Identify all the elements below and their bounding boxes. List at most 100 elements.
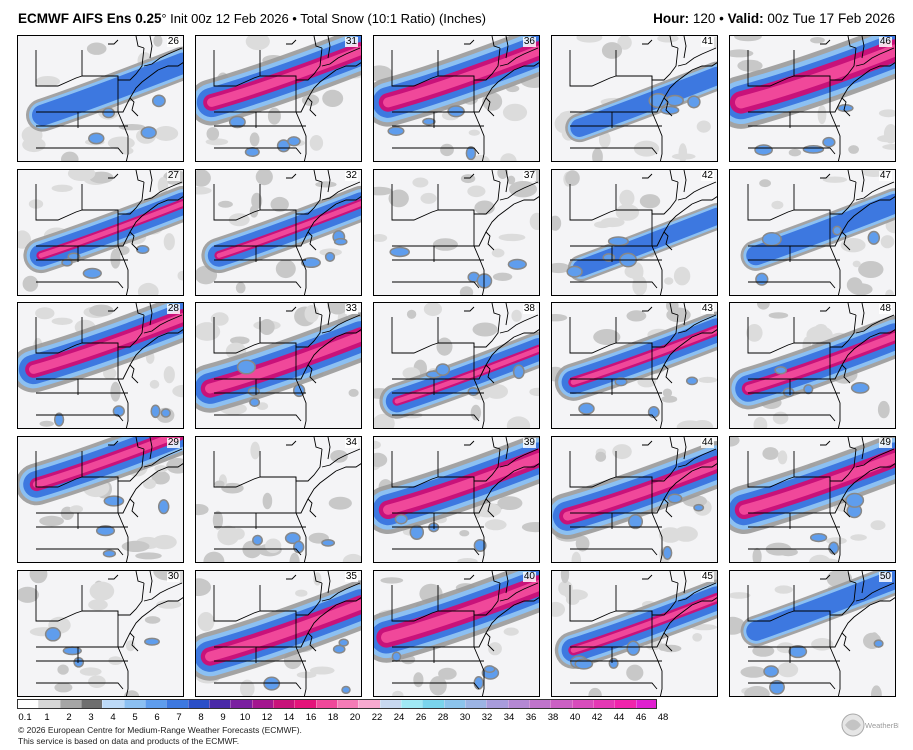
state-boundary (35, 451, 83, 488)
state-boundary (794, 315, 857, 348)
state-boundary (513, 195, 539, 205)
snow-cell (228, 115, 246, 129)
state-boundary (213, 584, 261, 622)
state-boundary (129, 231, 139, 251)
state-boundary (391, 584, 439, 622)
colorbar-segment (550, 699, 572, 709)
state-boundary (129, 498, 139, 518)
state-boundary (36, 281, 124, 288)
light-snow-patch (39, 515, 64, 527)
light-snow-patch (218, 200, 233, 208)
state-boundary (683, 303, 687, 326)
state-boundary (691, 596, 717, 606)
state-boundary (213, 183, 261, 221)
state-boundary (616, 315, 679, 348)
light-snow-patch (759, 178, 771, 187)
snowfall-contour (739, 452, 895, 515)
light-snow-patch (172, 385, 183, 398)
snow-cell (160, 408, 171, 419)
member-number: 30 (166, 570, 180, 582)
light-snow-patch (255, 169, 273, 185)
snow-cell (867, 230, 881, 245)
ensemble-panel-grid: 26 31 36 41 46 27 32 37 42 47 28 33 38 43 48 29 34 39 44 49… (17, 35, 897, 697)
light-snow-patch (210, 312, 229, 327)
colorbar-tick-label: 3 (88, 712, 94, 723)
state-boundary (327, 437, 331, 460)
state-boundary (392, 470, 515, 514)
state-boundary (391, 50, 439, 87)
state-boundary (295, 379, 307, 429)
light-snow-patch (552, 314, 568, 322)
snow-cell (802, 145, 825, 154)
light-snow-patch (459, 530, 470, 537)
ensemble-member-panel: 46 (729, 35, 896, 162)
colorbar-tick-label: 14 (283, 712, 295, 723)
state-boundary (485, 231, 495, 251)
state-boundary (392, 203, 515, 247)
state-boundary (438, 582, 501, 616)
colorbar-segment (38, 699, 60, 709)
light-snow-patch (22, 275, 39, 292)
snow-cell (574, 658, 594, 670)
light-snow-patch (203, 551, 225, 563)
ensemble-member-panel: 34 (195, 436, 362, 564)
light-snow-patch (88, 599, 108, 611)
light-snow-patch (692, 632, 703, 642)
snowfall-contour (735, 44, 895, 109)
state-boundary (642, 173, 653, 179)
state-boundary (392, 147, 480, 155)
light-snow-patch (752, 644, 775, 657)
colorbar-segment (230, 699, 252, 709)
snowfall-contour (383, 452, 539, 515)
snow-map (730, 303, 895, 429)
state-boundary (570, 548, 658, 556)
light-snow-patch (110, 382, 121, 402)
state-boundary (335, 195, 361, 205)
member-number: 46 (878, 36, 892, 47)
light-snow-patch (593, 329, 621, 346)
snow-map (730, 36, 895, 161)
snow-cell (53, 412, 65, 428)
light-snow-patch (852, 260, 861, 267)
light-snow-patch (850, 534, 867, 541)
state-boundary (691, 195, 717, 205)
state-boundary (129, 632, 139, 652)
light-snow-patch (267, 107, 281, 125)
state-boundary (149, 36, 153, 59)
state-boundary (214, 337, 337, 380)
ensemble-member-panel: 40 (373, 569, 540, 697)
light-snow-patch (217, 525, 240, 546)
state-boundary (677, 181, 717, 201)
light-snow-patch (472, 322, 498, 337)
light-snow-patch (406, 310, 417, 320)
state-boundary (214, 203, 337, 247)
snow-cell (803, 384, 814, 395)
light-snow-patch (595, 451, 607, 462)
snow-cell (828, 541, 840, 555)
light-snow-patch (506, 416, 531, 429)
state-boundary (869, 463, 895, 472)
light-snow-patch (196, 186, 212, 195)
snow-cell (465, 146, 477, 161)
state-boundary (135, 169, 145, 183)
colorbar-tick-label: 26 (415, 712, 427, 723)
light-snow-patch (156, 599, 182, 609)
state-boundary (570, 414, 658, 422)
light-snow-patch (420, 192, 437, 204)
light-snow-patch (436, 337, 453, 357)
light-snow-patch (88, 675, 106, 688)
state-boundary (313, 437, 323, 450)
snowfall-contour (572, 207, 717, 277)
member-number: 34 (344, 437, 358, 449)
state-boundary (569, 183, 617, 221)
state-boundary (135, 570, 145, 584)
state-boundary (473, 646, 485, 696)
state-boundary (260, 315, 323, 348)
colorbar-tick-label: 36 (525, 712, 537, 723)
state-boundary (847, 303, 857, 316)
state-boundary (869, 596, 895, 606)
snow-cell (662, 545, 673, 561)
colorbar-tick-label: 40 (569, 712, 581, 723)
colorbar-segment (401, 699, 423, 709)
state-boundary (616, 47, 679, 81)
